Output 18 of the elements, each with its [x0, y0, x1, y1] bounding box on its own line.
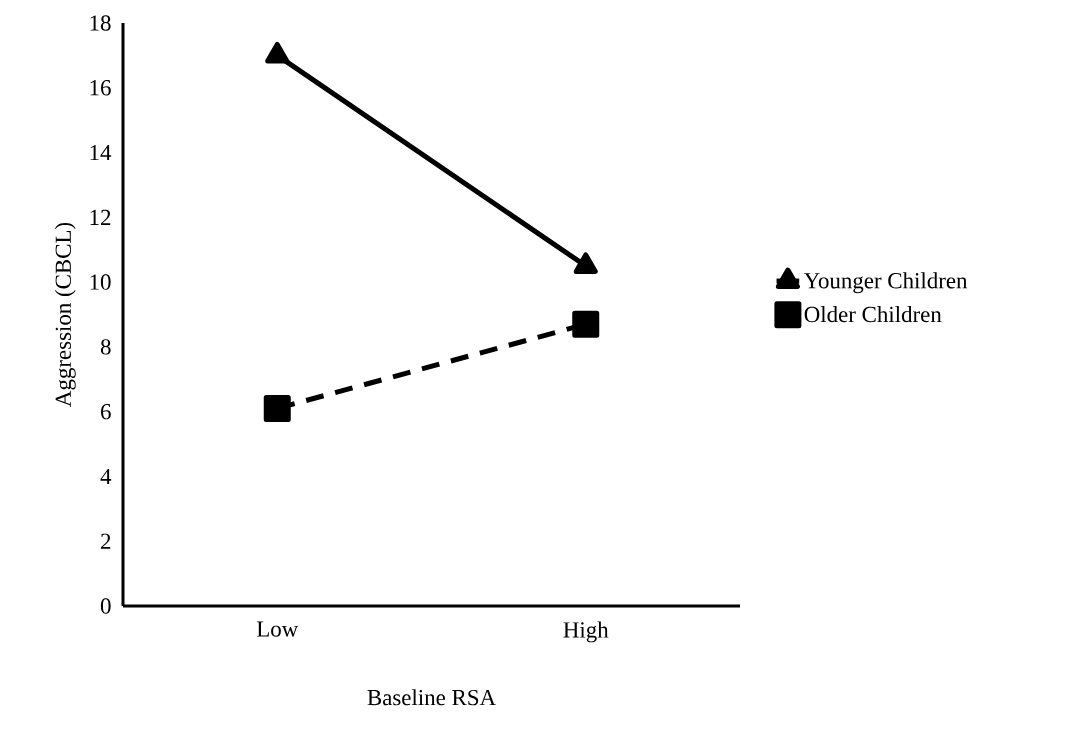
x-tick-label: High	[563, 621, 609, 643]
y-tick-label: 8	[100, 339, 111, 355]
y-tick-label: 14	[90, 144, 112, 161]
x-tick-label: Low	[256, 621, 299, 637]
y-tick-label: 16	[90, 80, 111, 96]
y-tick-label: 0	[100, 598, 111, 614]
y-tick-label: 10	[90, 274, 111, 290]
y-tick-label: 12	[90, 209, 111, 225]
x-axis-title: Baseline RSA	[367, 689, 496, 706]
legend-label: Older Children	[804, 306, 942, 323]
y-axis-title: Aggression (CBCL)	[54, 222, 76, 407]
y-tick-label: 18	[90, 15, 111, 31]
y-tick-label: 4	[100, 468, 112, 484]
point	[572, 310, 600, 338]
y-tick-label: 6	[101, 403, 111, 420]
y-tick-label: 2	[101, 533, 111, 549]
legend-label: Younger Children	[803, 272, 968, 294]
point	[263, 394, 291, 422]
